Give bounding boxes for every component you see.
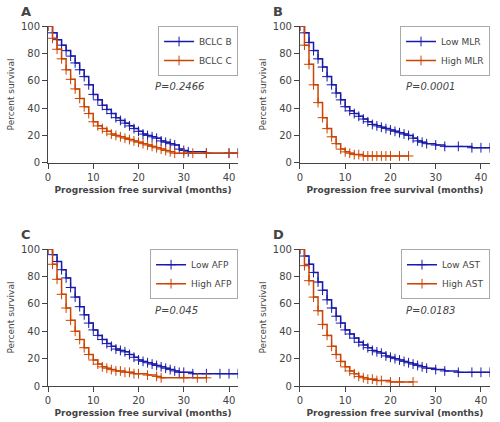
svg-text:0: 0 (286, 381, 292, 392)
svg-text:Progression free survival (mon: Progression free survival (months) (306, 185, 483, 195)
svg-text:40: 40 (475, 172, 488, 183)
svg-text:0: 0 (45, 172, 51, 183)
svg-text:20: 20 (132, 172, 145, 183)
svg-text:20: 20 (279, 130, 292, 141)
svg-text:80: 80 (27, 271, 40, 282)
svg-text:Percent survival: Percent survival (6, 58, 16, 130)
svg-text:Progression free survival (mon: Progression free survival (months) (55, 408, 232, 418)
svg-text:A: A (21, 4, 31, 19)
svg-text:10: 10 (339, 172, 352, 183)
svg-text:80: 80 (279, 48, 292, 59)
svg-text:20: 20 (27, 130, 40, 141)
svg-text:20: 20 (279, 353, 292, 364)
svg-text:40: 40 (279, 103, 292, 114)
svg-text:40: 40 (279, 326, 292, 337)
svg-text:40: 40 (223, 172, 236, 183)
svg-text:B: B (273, 4, 283, 19)
svg-text:40: 40 (27, 103, 40, 114)
svg-text:30: 30 (177, 172, 190, 183)
svg-text:BCLC B: BCLC B (199, 37, 232, 47)
svg-text:P=0.2466: P=0.2466 (155, 81, 204, 92)
svg-text:P=0.045: P=0.045 (155, 305, 198, 316)
svg-text:Percent survival: Percent survival (258, 282, 268, 354)
svg-text:High AST: High AST (442, 279, 483, 289)
svg-text:10: 10 (339, 395, 352, 406)
svg-text:Low AST: Low AST (442, 260, 480, 270)
svg-text:20: 20 (384, 172, 397, 183)
svg-text:High AFP: High AFP (191, 279, 232, 289)
svg-text:Progression free survival (mon: Progression free survival (months) (55, 185, 232, 195)
svg-text:100: 100 (273, 244, 292, 255)
svg-text:100: 100 (21, 244, 40, 255)
svg-text:High MLR: High MLR (441, 56, 484, 66)
svg-text:100: 100 (273, 21, 292, 32)
svg-text:Percent survival: Percent survival (258, 58, 268, 130)
svg-text:60: 60 (27, 298, 40, 309)
svg-text:40: 40 (223, 395, 236, 406)
svg-text:0: 0 (45, 395, 51, 406)
svg-text:30: 30 (177, 395, 190, 406)
svg-text:0: 0 (34, 381, 40, 392)
svg-text:Low MLR: Low MLR (441, 37, 481, 47)
svg-text:80: 80 (279, 271, 292, 282)
svg-text:Progression free survival (mon: Progression free survival (months) (306, 408, 483, 418)
svg-text:20: 20 (384, 395, 397, 406)
svg-text:Percent survival: Percent survival (6, 282, 16, 354)
svg-text:P=0.0183: P=0.0183 (406, 305, 455, 316)
svg-text:10: 10 (87, 172, 100, 183)
svg-text:40: 40 (475, 395, 488, 406)
svg-text:60: 60 (27, 75, 40, 86)
svg-text:20: 20 (27, 353, 40, 364)
svg-text:30: 30 (429, 395, 442, 406)
svg-text:C: C (21, 227, 31, 242)
svg-text:10: 10 (87, 395, 100, 406)
svg-text:0: 0 (297, 395, 303, 406)
svg-text:100: 100 (21, 21, 40, 32)
svg-text:D: D (273, 227, 284, 242)
svg-text:P=0.0001: P=0.0001 (406, 81, 455, 92)
svg-text:BCLC C: BCLC C (199, 56, 232, 66)
svg-text:Low AFP: Low AFP (191, 260, 229, 270)
svg-text:0: 0 (297, 172, 303, 183)
svg-text:80: 80 (27, 48, 40, 59)
svg-text:20: 20 (132, 395, 145, 406)
svg-text:60: 60 (279, 75, 292, 86)
svg-text:40: 40 (27, 326, 40, 337)
svg-text:0: 0 (34, 157, 40, 168)
svg-text:60: 60 (279, 298, 292, 309)
svg-text:30: 30 (429, 172, 442, 183)
svg-text:0: 0 (286, 157, 292, 168)
